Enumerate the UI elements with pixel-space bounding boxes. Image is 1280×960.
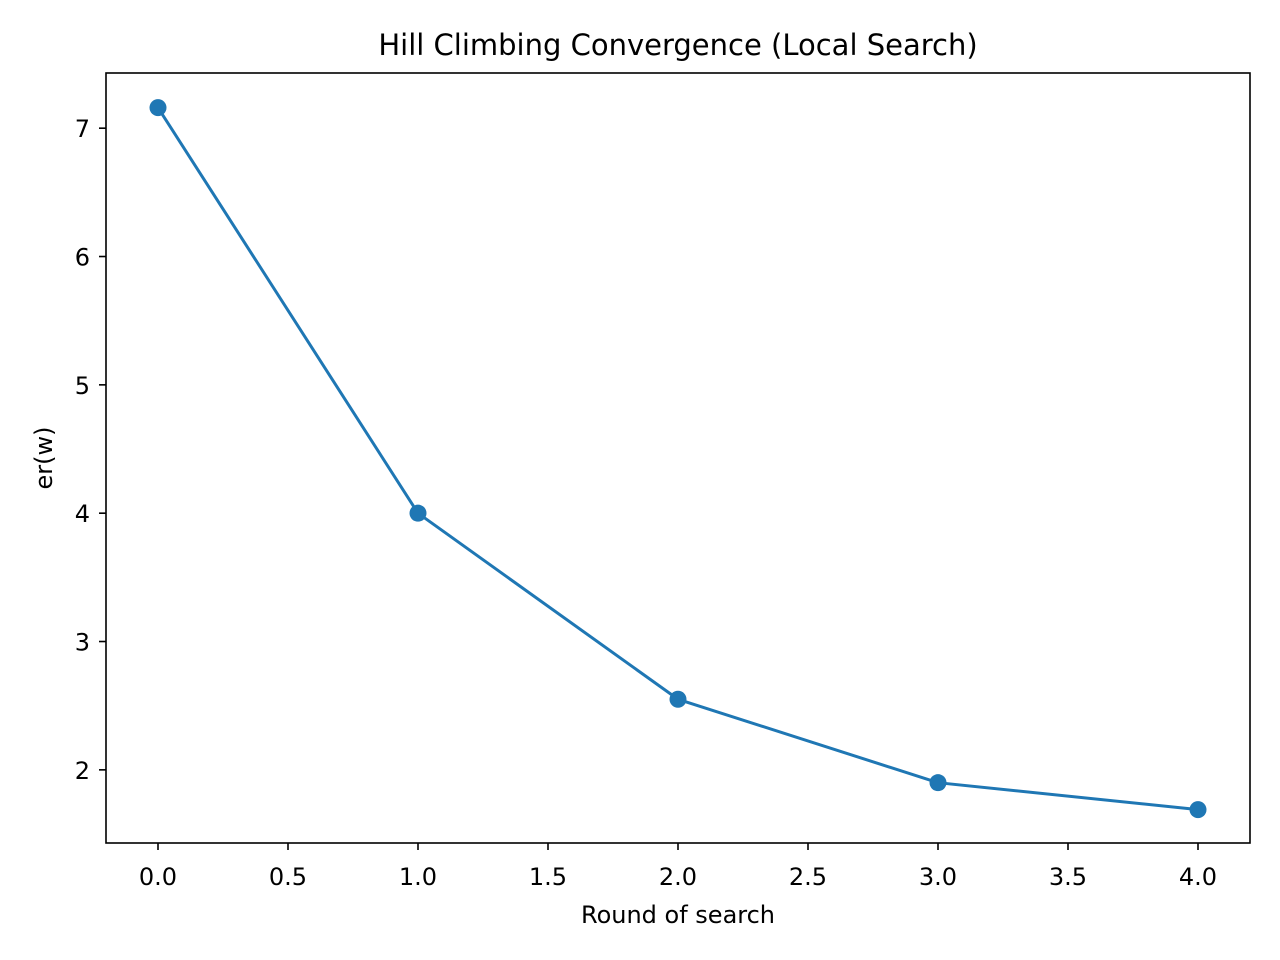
data-point (409, 504, 427, 522)
y-axis-title: er(w) (30, 427, 58, 490)
data-point (669, 690, 687, 708)
x-tick-label: 1.0 (399, 863, 437, 891)
plot-frame (105, 72, 1251, 844)
series-layer (149, 99, 1207, 819)
x-tick-label: 4.0 (1179, 863, 1217, 891)
y-tick-label: 2 (75, 757, 90, 785)
x-tick-label: 0.5 (269, 863, 307, 891)
x-axis: 0.0 0.5 1.0 1.5 2.0 2.5 3.0 3.5 4.0 (139, 843, 1217, 891)
y-tick-label: 7 (75, 115, 90, 143)
y-tick-label: 6 (75, 244, 90, 272)
x-tick-label: 1.5 (529, 863, 567, 891)
y-tick-label: 5 (75, 372, 90, 400)
data-point (929, 774, 947, 792)
y-tick-label: 3 (75, 629, 90, 657)
x-tick-label: 0.0 (139, 863, 177, 891)
x-tick-label: 2.0 (659, 863, 697, 891)
x-tick-label: 3.5 (1049, 863, 1087, 891)
data-point (149, 99, 167, 117)
y-tick-label: 4 (75, 500, 90, 528)
y-axis: 2 3 4 5 6 7 (75, 115, 106, 785)
chart-title: Hill Climbing Convergence (Local Search) (378, 28, 977, 62)
x-tick-label: 3.0 (919, 863, 957, 891)
x-tick-label: 2.5 (789, 863, 827, 891)
x-axis-title: Round of search (581, 901, 775, 929)
data-point (1189, 801, 1207, 819)
